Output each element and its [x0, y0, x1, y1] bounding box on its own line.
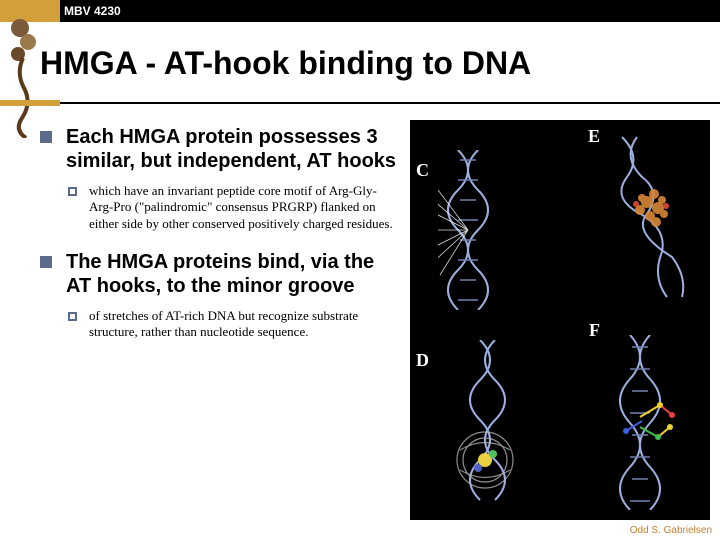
- panel-label-d: D: [416, 350, 429, 371]
- top-bar: MBV 4230: [0, 0, 720, 22]
- bullet-level2: which have an invariant peptide core mot…: [68, 183, 400, 232]
- slide-decoration: [8, 18, 38, 138]
- content-area: Each HMGA protein possesses 3 similar, b…: [40, 125, 400, 358]
- bullet-level2: of stretches of AT-rich DNA but recogniz…: [68, 308, 400, 341]
- panel-label-f: F: [589, 320, 600, 341]
- sub-bullet-text: which have an invariant peptide core mot…: [89, 183, 400, 232]
- title-underline: [0, 100, 720, 106]
- bullet-level1: Each HMGA protein possesses 3 similar, b…: [40, 125, 400, 173]
- dna-structure-d: [430, 340, 540, 510]
- bullet-square-icon: [40, 131, 52, 143]
- course-code: MBV 4230: [60, 0, 720, 22]
- bullet-hollow-square-icon: [68, 187, 77, 196]
- bullet-hollow-square-icon: [68, 312, 77, 321]
- bullet-text: The HMGA proteins bind, via the AT hooks…: [66, 250, 400, 298]
- bullet-level1: The HMGA proteins bind, via the AT hooks…: [40, 250, 400, 298]
- slide-title: HMGA - AT-hook binding to DNA: [40, 45, 531, 82]
- dna-structure-f: [600, 335, 690, 510]
- dna-structure-e: [592, 132, 702, 302]
- dna-structure-c: [438, 150, 498, 310]
- bullet-square-icon: [40, 256, 52, 268]
- bullet-text: Each HMGA protein possesses 3 similar, b…: [66, 125, 400, 173]
- sub-bullet-text: of stretches of AT-rich DNA but recogniz…: [89, 308, 400, 341]
- author-credit: Odd S. Gabrielsen: [630, 525, 712, 536]
- figure-panel: C E D F: [410, 120, 710, 520]
- panel-label-c: C: [416, 160, 429, 181]
- top-accent-block: [0, 0, 60, 22]
